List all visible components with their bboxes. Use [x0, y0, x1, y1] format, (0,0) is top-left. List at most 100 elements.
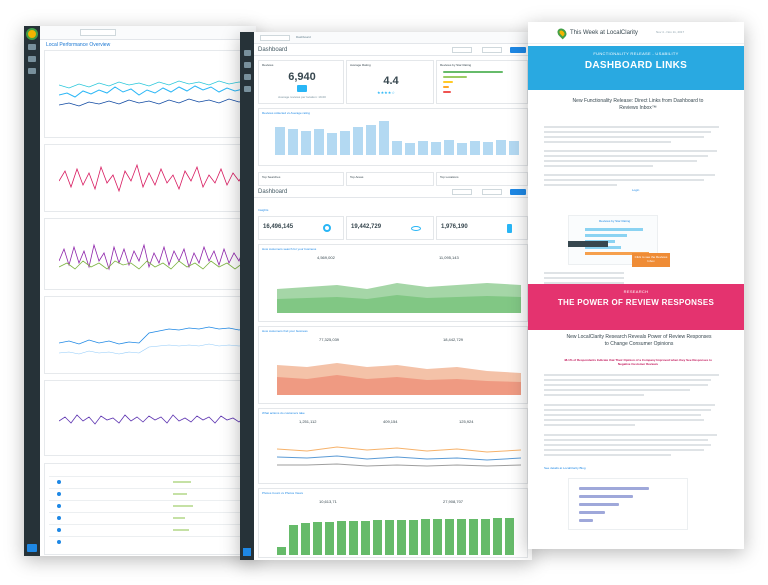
- star-icon[interactable]: [243, 62, 251, 68]
- search-area-chart: [277, 283, 521, 313]
- chart-bar: [493, 518, 502, 555]
- table-row[interactable]: [49, 500, 247, 501]
- searches-line-chart: [59, 163, 249, 193]
- pointer-icon: [507, 224, 512, 233]
- status-dot: [57, 528, 61, 532]
- chart-bar: [585, 246, 621, 249]
- location-filter-select[interactable]: [482, 189, 502, 195]
- find-panel-label: How customers find your business: [262, 329, 308, 333]
- apply-button[interactable]: [510, 189, 526, 195]
- chart-bar: [313, 522, 322, 555]
- chart-bar: [585, 228, 643, 231]
- location-select[interactable]: [80, 29, 116, 36]
- mini-chart-title: Reviews by Star Rating: [599, 219, 631, 223]
- page-title: Local Performance Overview: [46, 42, 111, 48]
- table-row[interactable]: [49, 524, 247, 525]
- banner-kicker: RESEARCH: [623, 289, 649, 294]
- reviews-value: 6,940: [288, 71, 316, 83]
- chart-bar: [349, 521, 358, 555]
- insight-card-actions: 1,976,190: [436, 216, 528, 240]
- chart-bar: [579, 511, 605, 514]
- table-row[interactable]: [49, 488, 247, 489]
- login-link[interactable]: Login: [632, 188, 640, 192]
- find-panel: How customers find your business 77,325,…: [258, 326, 528, 404]
- chart-bar: [397, 520, 406, 555]
- chat-icon[interactable]: [28, 68, 36, 74]
- chart-icon[interactable]: [28, 44, 36, 50]
- views-line-chart: [59, 243, 249, 271]
- reviews-inbox-cta-button[interactable]: Click to see the Reviews Inbox: [632, 253, 670, 267]
- date-range-select[interactable]: [452, 189, 472, 195]
- chart-bar: [457, 519, 466, 555]
- views-panel: [44, 218, 252, 290]
- reviews-collected-card: Reviews collected vs Average rating: [258, 108, 528, 166]
- table-row[interactable]: [49, 536, 247, 537]
- date-range-select[interactable]: [452, 47, 472, 53]
- body-paragraph: [544, 404, 726, 429]
- location-filter-select[interactable]: [482, 47, 502, 53]
- middle-top-bar: Dashboard: [254, 32, 532, 44]
- insight-value: 16,496,145: [263, 224, 294, 230]
- newsletter-screen: This Week at LocalClarity Nov 4 - Nov 11…: [528, 22, 744, 549]
- directions-value: 125,924: [459, 419, 474, 424]
- blog-link[interactable]: See details at LocalClarity Blog: [544, 466, 586, 470]
- performance-overview-screen: Local Performance Overview: [24, 26, 256, 556]
- chart-bar: [340, 131, 350, 155]
- star-bar-4: [443, 76, 467, 78]
- chart-bar: [277, 547, 286, 555]
- banner-title: THE POWER OF REVIEW RESPONSES: [557, 298, 715, 307]
- photos-panel: Photos Count vs Photos Views 10,613,71 2…: [258, 488, 528, 558]
- average-rating-card: Average Rating 4.4 ★★★★☆: [346, 60, 434, 104]
- localclarity-logo: [26, 28, 38, 40]
- reviews-label: Reviews: [262, 63, 274, 67]
- body-paragraph: [544, 150, 726, 170]
- table-bar: [173, 517, 185, 519]
- location-select[interactable]: [260, 35, 290, 41]
- table-row[interactable]: [49, 512, 247, 513]
- calls-line-chart: [59, 414, 249, 425]
- chart-icon[interactable]: [243, 50, 251, 56]
- status-dot: [57, 540, 61, 544]
- chart-bar: [353, 127, 363, 155]
- website-value: 409,154: [383, 419, 398, 424]
- search-panel-label: How customers search for your business: [262, 247, 317, 251]
- reviews-bar-chart: [275, 119, 519, 155]
- star-icon[interactable]: [28, 56, 36, 62]
- chart-bar: [301, 131, 311, 155]
- insight-value: 1,976,190: [441, 224, 468, 230]
- banner-title: DASHBOARD LINKS: [584, 60, 688, 71]
- star-bar-1: [443, 91, 451, 93]
- reviews-by-star-card: Reviews by Star Rating: [436, 60, 528, 104]
- chart-bar: [457, 143, 467, 155]
- wrench-icon[interactable]: [27, 544, 37, 552]
- insights-label: Insights: [258, 208, 269, 212]
- chat-icon[interactable]: [243, 74, 251, 80]
- apply-button[interactable]: [510, 47, 526, 53]
- table-row[interactable]: [49, 476, 247, 477]
- gear-icon[interactable]: [243, 86, 251, 92]
- chart-bar: [275, 127, 285, 155]
- dashboard-links-banner: FUNCTIONALITY RELEASE - USABILITY DASHBO…: [528, 46, 744, 90]
- tab-dashboard[interactable]: Dashboard: [296, 35, 311, 39]
- chart-bar: [509, 141, 519, 155]
- top-areas-card: Top Areas: [346, 172, 434, 186]
- chart-tooltip: [568, 241, 608, 247]
- chart-bar: [366, 125, 376, 155]
- section-subtitle: New LocalClarity Research Reveals Power …: [566, 334, 712, 347]
- reviews-caption: Average reviews per location: 19.00: [278, 95, 326, 99]
- actions-panel-middle: What actions do customers take 1,251,112…: [258, 408, 528, 484]
- chart-bar: [470, 141, 480, 155]
- dashboard-title: Dashboard: [258, 47, 288, 53]
- insight-card-searches: 16,496,145: [258, 216, 344, 240]
- actions-line-chart: [59, 326, 249, 355]
- star-bar-5: [443, 71, 503, 73]
- map-views-value: 18,442,729: [443, 337, 464, 342]
- survey-mini-chart: [568, 478, 688, 530]
- status-dot: [57, 516, 61, 520]
- dashboard-header-2: Dashboard: [254, 186, 532, 198]
- chart-bar: [496, 140, 506, 155]
- wrench-icon[interactable]: [243, 548, 251, 556]
- status-dot: [57, 492, 61, 496]
- actions-line-chart-middle: [277, 446, 521, 467]
- table-bar: [173, 505, 193, 507]
